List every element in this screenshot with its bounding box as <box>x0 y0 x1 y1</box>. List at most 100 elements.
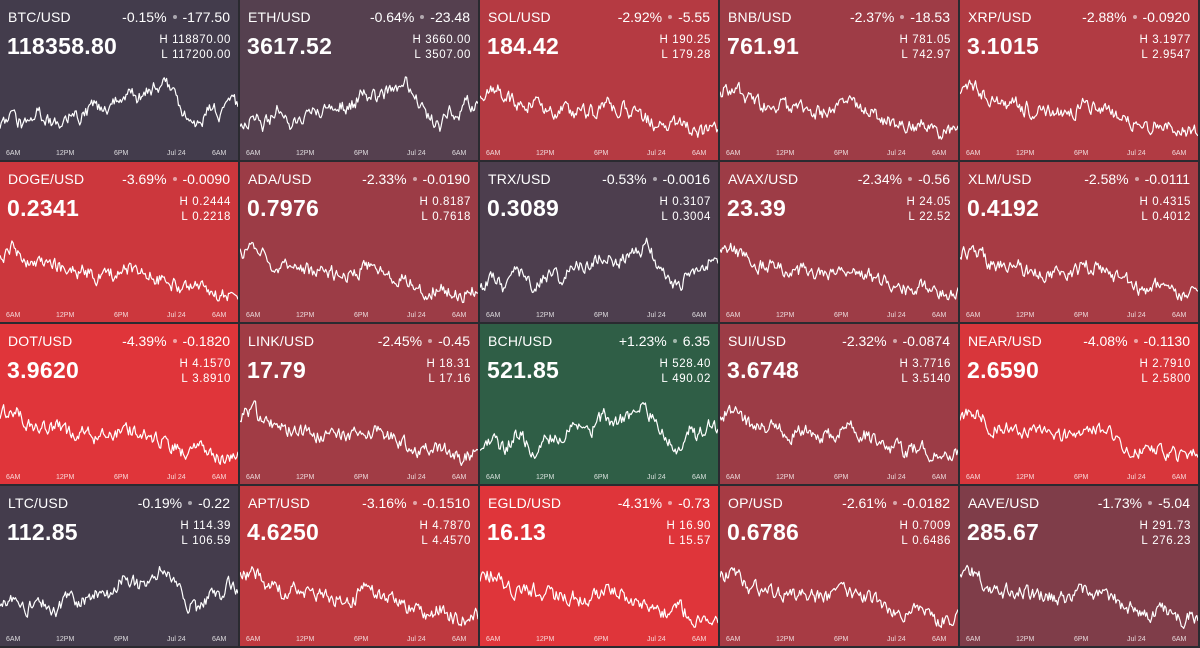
separator-dot-icon <box>652 177 657 182</box>
change-group: -2.88% -0.0920 <box>1082 9 1190 25</box>
sparkline-chart <box>480 237 718 294</box>
high-prefix: H <box>659 34 669 46</box>
ticker-tile-sol-usd[interactable]: SOL/USD -2.92% -5.55 184.42 H 190.25 L 17… <box>480 0 718 160</box>
tile-header: LTC/USD -0.19% -0.22 <box>8 495 230 511</box>
ticker-tile-aave-usd[interactable]: AAVE/USD -1.73% -5.04 285.67 H 291.73 L 2… <box>960 486 1198 646</box>
axis-tick-label: 6AM <box>692 312 707 319</box>
last-price: 184.42 <box>487 33 560 59</box>
axis-tick-label: 6AM <box>932 150 947 157</box>
high-value-row: H 2.7910 <box>1140 357 1191 372</box>
ticker-tile-egld-usd[interactable]: EGLD/USD -4.31% -0.73 16.13 H 16.90 L 15.… <box>480 486 718 646</box>
axis-tick-label: 6PM <box>1074 312 1089 319</box>
axis-tick-label: 6PM <box>594 312 609 319</box>
high-low: H 0.4315 L 0.4012 <box>1140 195 1191 225</box>
high-value: 4.1570 <box>192 358 231 370</box>
separator-dot-icon <box>1134 177 1139 182</box>
tile-header: XRP/USD -2.88% -0.0920 <box>968 9 1190 25</box>
absolute-change: -0.56 <box>918 171 950 187</box>
axis-tick-label: 6PM <box>1074 150 1089 157</box>
low-value-row: L 742.97 <box>900 48 951 63</box>
low-prefix: L <box>661 211 669 223</box>
high-value-row: H 16.90 <box>667 519 711 534</box>
high-value-row: H 114.39 <box>180 519 231 534</box>
ticker-tile-xlm-usd[interactable]: XLM/USD -2.58% -0.0111 0.4192 H 0.4315 L … <box>960 162 1198 322</box>
absolute-change: -0.0016 <box>662 171 710 187</box>
separator-dot-icon <box>668 501 673 506</box>
separator-dot-icon <box>892 339 897 344</box>
high-low: H 2.7910 L 2.5800 <box>1140 357 1191 387</box>
high-value-row: H 0.4315 <box>1140 195 1191 210</box>
ticker-tile-apt-usd[interactable]: APT/USD -3.16% -0.1510 4.6250 H 4.7870 L … <box>240 486 478 646</box>
axis-tick-label: 12PM <box>536 150 555 157</box>
high-value-row: H 118870.00 <box>159 33 231 48</box>
ticker-tile-near-usd[interactable]: NEAR/USD -4.08% -0.1130 2.6590 H 2.7910 L… <box>960 324 1198 484</box>
low-value: 0.3004 <box>672 211 711 223</box>
sparkline-chart <box>480 84 718 138</box>
ticker-tile-avax-usd[interactable]: AVAX/USD -2.34% -0.56 23.39 H 24.05 L 22.… <box>720 162 958 322</box>
time-axis: 6AM 12PM 6PM Jul 24 6AM <box>484 474 716 482</box>
low-value-row: L 2.9547 <box>1140 48 1191 63</box>
axis-tick-label: 6AM <box>246 312 261 319</box>
axis-tick-label: 6PM <box>834 150 849 157</box>
ticker-tile-trx-usd[interactable]: TRX/USD -0.53% -0.0016 0.3089 H 0.3107 L … <box>480 162 718 322</box>
high-value: 0.4315 <box>1152 196 1191 208</box>
ticker-tile-op-usd[interactable]: OP/USD -2.61% -0.0182 0.6786 H 0.7009 L 0… <box>720 486 958 646</box>
sparkline-chart <box>960 564 1198 629</box>
axis-tick-label: Jul 24 <box>887 312 906 319</box>
low-prefix: L <box>181 211 189 223</box>
change-group: -2.45% -0.45 <box>378 333 470 349</box>
axis-tick-label: Jul 24 <box>647 474 666 481</box>
low-value: 2.9547 <box>1152 49 1191 61</box>
time-axis: 6AM 12PM 6PM Jul 24 6AM <box>4 312 236 320</box>
axis-tick-label: 6AM <box>726 312 741 319</box>
ticker-tile-dot-usd[interactable]: DOT/USD -4.39% -0.1820 3.9620 H 4.1570 L … <box>0 324 238 484</box>
separator-dot-icon <box>908 177 913 182</box>
ticker-tile-btc-usd[interactable]: BTC/USD -0.15% -177.50 118358.80 H 118870… <box>0 0 238 160</box>
absolute-change: 6.35 <box>682 333 710 349</box>
ticker-tile-ada-usd[interactable]: ADA/USD -2.33% -0.0190 0.7976 H 0.8187 L … <box>240 162 478 322</box>
symbol-label: EGLD/USD <box>488 495 562 511</box>
axis-tick-label: 6AM <box>452 150 467 157</box>
percent-change: -2.34% <box>857 171 903 187</box>
tile-header: LINK/USD -2.45% -0.45 <box>248 333 470 349</box>
high-low: H 291.73 L 276.23 <box>1140 519 1191 549</box>
absolute-change: -0.45 <box>438 333 470 349</box>
ticker-tile-ltc-usd[interactable]: LTC/USD -0.19% -0.22 112.85 H 114.39 L 10… <box>0 486 238 646</box>
high-low: H 4.1570 L 3.8910 <box>180 357 231 387</box>
axis-tick-label: 12PM <box>56 312 75 319</box>
symbol-label: SUI/USD <box>728 333 787 349</box>
high-prefix: H <box>899 520 909 532</box>
last-price: 2.6590 <box>967 357 1040 383</box>
change-group: -0.19% -0.22 <box>138 495 230 511</box>
high-low: H 3660.00 L 3507.00 <box>413 33 471 63</box>
tile-header: AVAX/USD -2.34% -0.56 <box>728 171 950 187</box>
low-value-row: L 2.5800 <box>1140 372 1191 387</box>
last-price: 0.2341 <box>7 195 80 221</box>
low-value: 15.57 <box>679 535 711 547</box>
ticker-tile-bch-usd[interactable]: BCH/USD +1.23% 6.35 521.85 H 528.40 L 490… <box>480 324 718 484</box>
low-value-row: L 15.57 <box>667 534 711 549</box>
percent-change: -2.32% <box>842 333 887 349</box>
axis-tick-label: Jul 24 <box>647 636 666 643</box>
ticker-tile-xrp-usd[interactable]: XRP/USD -2.88% -0.0920 3.1015 H 3.1977 L … <box>960 0 1198 160</box>
percent-change: -4.08% <box>1083 333 1128 349</box>
low-value-row: L 17.16 <box>427 372 471 387</box>
low-value: 276.23 <box>1152 535 1191 547</box>
sparkline-path <box>240 76 478 132</box>
low-value-row: L 0.4012 <box>1140 210 1191 225</box>
ticker-tile-bnb-usd[interactable]: BNB/USD -2.37% -18.53 761.91 H 781.05 L 7… <box>720 0 958 160</box>
change-group: -3.69% -0.0090 <box>122 171 230 187</box>
ticker-tile-eth-usd[interactable]: ETH/USD -0.64% -23.48 3617.52 H 3660.00 L… <box>240 0 478 160</box>
axis-tick-label: Jul 24 <box>407 474 426 481</box>
ticker-tile-sui-usd[interactable]: SUI/USD -2.32% -0.0874 3.6748 H 3.7716 L … <box>720 324 958 484</box>
tile-header: OP/USD -2.61% -0.0182 <box>728 495 950 511</box>
axis-tick-label: Jul 24 <box>167 636 186 643</box>
ticker-tile-link-usd[interactable]: LINK/USD -2.45% -0.45 17.79 H 18.31 L 17.… <box>240 324 478 484</box>
ticker-tile-doge-usd[interactable]: DOGE/USD -3.69% -0.0090 0.2341 H 0.2444 L… <box>0 162 238 322</box>
axis-tick-label: 6AM <box>966 636 981 643</box>
axis-tick-label: 12PM <box>56 636 75 643</box>
tile-header: ADA/USD -2.33% -0.0190 <box>248 171 470 187</box>
high-prefix: H <box>419 520 429 532</box>
axis-tick-label: 6AM <box>486 150 501 157</box>
low-prefix: L <box>181 535 189 547</box>
